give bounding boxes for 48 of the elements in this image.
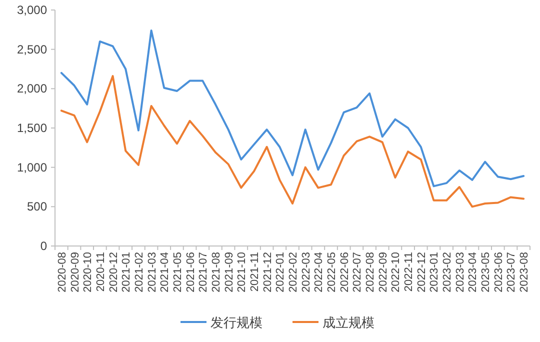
y-tick-label: 2,000 bbox=[16, 82, 48, 96]
x-tick-label: 2021-12 bbox=[262, 252, 274, 292]
x-tick-label: 2020-10 bbox=[82, 252, 94, 292]
x-tick-label: 2020-08 bbox=[56, 252, 68, 292]
x-tick-label: 2021-02 bbox=[133, 252, 146, 292]
x-tick-label: 2022-07 bbox=[352, 252, 364, 292]
x-tick-label: 2022-08 bbox=[364, 252, 377, 292]
x-tick-label: 2021-08 bbox=[210, 252, 222, 292]
y-tick-label: 1,000 bbox=[16, 160, 48, 174]
x-tick-label: 2022-02 bbox=[288, 252, 300, 292]
x-tick-label: 2021-11 bbox=[248, 252, 261, 292]
x-tick-label: 2022-12 bbox=[416, 252, 428, 292]
x-tick-label: 2021-05 bbox=[172, 252, 184, 292]
x-tick-label: 2023-02 bbox=[442, 252, 454, 292]
x-tick-label: 2022-09 bbox=[377, 252, 390, 292]
x-tick-label: 2023-03 bbox=[454, 252, 466, 292]
x-tick-label: 2021-10 bbox=[236, 252, 248, 292]
x-tick-label: 2023-06 bbox=[492, 252, 505, 292]
y-tick-label: 500 bbox=[26, 200, 48, 214]
x-tick-label: 2022-06 bbox=[338, 252, 351, 292]
x-tick-label: 2021-09 bbox=[223, 252, 236, 292]
x-tick-label: 2023-08 bbox=[518, 252, 531, 292]
legend-label: 成立规模 bbox=[322, 315, 374, 330]
x-tick-label: 2023-05 bbox=[480, 252, 492, 292]
x-tick-label: 2021-07 bbox=[198, 252, 210, 292]
x-tick-label: 2022-01 bbox=[274, 252, 287, 292]
legend-label: 发行规模 bbox=[210, 315, 262, 330]
x-tick-label: 2022-05 bbox=[326, 252, 338, 292]
y-tick-label: 2,500 bbox=[16, 42, 48, 56]
x-tick-label: 2020-11 bbox=[94, 252, 107, 292]
x-tick-label: 2022-04 bbox=[313, 252, 326, 292]
y-tick-label: 1,500 bbox=[16, 121, 48, 135]
line-series bbox=[60, 75, 525, 208]
x-tick-label: 2020-09 bbox=[69, 252, 82, 292]
x-tick-label: 2023-01 bbox=[428, 252, 441, 292]
x-tick-label: 2023-07 bbox=[506, 252, 518, 292]
y-tick-label: 3,000 bbox=[16, 3, 48, 17]
x-tick-label: 2021-03 bbox=[146, 252, 158, 292]
x-tick-label: 2022-03 bbox=[300, 252, 312, 292]
x-tick-label: 2021-01 bbox=[120, 252, 133, 292]
x-tick-label: 2021-04 bbox=[159, 252, 172, 292]
line-series bbox=[60, 29, 525, 188]
x-tick-label: 2022-11 bbox=[403, 252, 416, 292]
x-tick-label: 2020-12 bbox=[108, 252, 120, 292]
y-tick-label: 0 bbox=[40, 239, 48, 253]
x-tick-label: 2022-10 bbox=[390, 252, 402, 292]
x-tick-label: 2021-06 bbox=[184, 252, 197, 292]
x-tick-label: 2023-04 bbox=[467, 252, 480, 292]
